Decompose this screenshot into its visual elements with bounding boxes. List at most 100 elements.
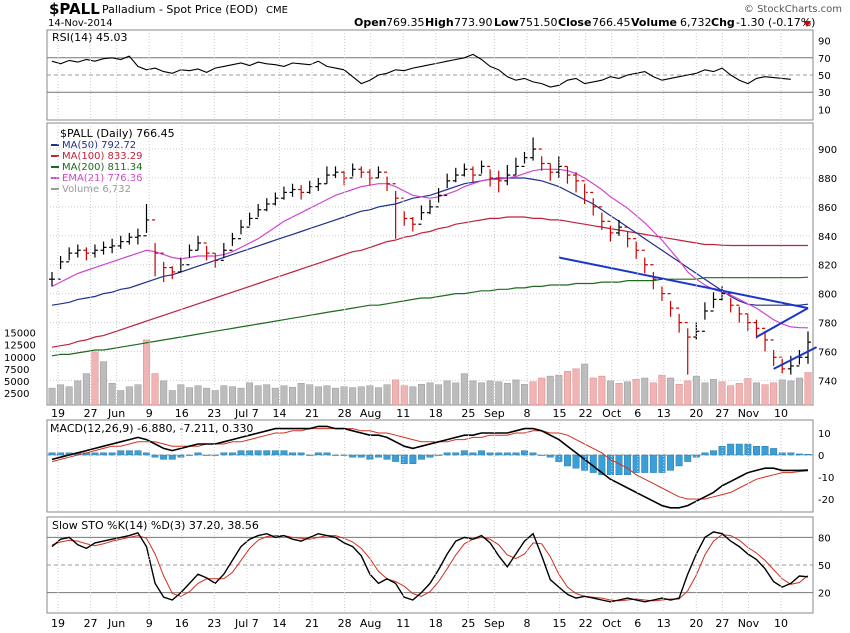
- volume-bar: [246, 382, 254, 406]
- date-tick-label-bottom: 18: [429, 617, 443, 630]
- price-bar: [349, 163, 356, 179]
- volume-bar: [392, 379, 400, 406]
- macd-histogram-bar: [48, 452, 56, 456]
- rsi-title: RSI(14) 45.03: [52, 31, 127, 44]
- date-tick-label-bottom: 16: [175, 617, 189, 630]
- price-bar: [487, 165, 494, 187]
- trendline: [755, 307, 809, 338]
- volume-bar: [203, 387, 211, 406]
- price-bar: [238, 219, 244, 240]
- macd-histogram-bar: [624, 454, 631, 475]
- volume-bar: [220, 385, 228, 406]
- volume-bar: [332, 387, 340, 406]
- volume-tick-7500: 7500: [4, 365, 29, 376]
- macd-histogram-bar: [727, 443, 735, 456]
- macd-tick-10: 10: [818, 429, 831, 440]
- price-bar: [616, 219, 622, 236]
- volume-bar: [177, 384, 185, 406]
- volume-tick-2500: 2500: [4, 389, 29, 400]
- macd-histogram-bar: [546, 454, 554, 458]
- date-tick-label-bottom: 11: [396, 617, 410, 630]
- volume-bar: [383, 384, 391, 406]
- macd-histogram-bar: [521, 450, 528, 456]
- rsi-line: [51, 53, 791, 88]
- macd-histogram-bar: [503, 452, 511, 456]
- macd-histogram-bar: [108, 452, 116, 456]
- date-tick-label: 19: [51, 407, 65, 420]
- macd-histogram-bar: [323, 452, 331, 456]
- volume-bar: [641, 377, 649, 406]
- volume-bar: [366, 385, 374, 406]
- price-bar: [409, 217, 416, 232]
- macd-chart: -20 -10 0 10: [47, 425, 834, 509]
- volume-bar: [761, 384, 769, 406]
- date-tick-label-bottom: 20: [689, 617, 703, 630]
- volume-bar: [503, 383, 511, 406]
- macd-signal-line: [51, 428, 809, 500]
- date-tick-label: Sep: [484, 407, 505, 420]
- price-bar: [83, 247, 90, 261]
- price-bar: [727, 293, 734, 313]
- price-bar: [375, 166, 382, 179]
- price-tick-880: 880: [818, 174, 837, 185]
- macd-histogram-bar: [375, 454, 382, 458]
- date-tick-label-bottom: 9: [146, 617, 153, 630]
- volume-bar: [134, 384, 142, 406]
- volume-bar: [349, 387, 357, 406]
- price-bar: [590, 191, 597, 216]
- price-bar: [272, 192, 279, 206]
- macd-histogram-bar: [263, 450, 271, 456]
- exchange-label: CME: [266, 5, 288, 16]
- low-label: Low: [494, 16, 519, 29]
- date-tick-label-bottom: 23: [207, 617, 221, 630]
- date-tick-label-bottom: 25: [461, 617, 475, 630]
- price-bar: [435, 188, 442, 208]
- date-axis: 19 19 27 27 Jun Jun 9 9 16 16 23 23 Jul 7 Jul 7 14 14 21…: [51, 30, 788, 630]
- price-bar: [186, 244, 193, 266]
- price-bar: [710, 292, 717, 312]
- price-bar: [452, 167, 459, 183]
- macd-histogram-bar: [366, 454, 374, 460]
- rsi-tick-90: 90: [818, 37, 831, 48]
- sto-tick-80: 80: [818, 533, 831, 544]
- low-value: 751.50: [519, 16, 558, 29]
- macd-histogram-bar: [649, 454, 657, 473]
- volume-bar: [400, 385, 408, 406]
- macd-histogram-bar: [804, 454, 812, 456]
- macd-histogram-bar: [667, 454, 674, 471]
- macd-histogram-bar: [168, 454, 176, 460]
- volume-bar: [667, 377, 675, 406]
- macd-histogram-bar: [641, 454, 649, 473]
- macd-histogram-bar: [555, 454, 563, 462]
- date-tick-label: 21: [305, 407, 319, 420]
- date-tick-label: 10: [774, 407, 788, 420]
- date-tick-label-bottom: 6: [634, 617, 641, 630]
- date-tick-label-bottom: 28: [338, 617, 352, 630]
- price-bar: [212, 252, 219, 268]
- stochastic-chart: 20 50 80: [47, 531, 831, 603]
- macd-histogram-bar: [409, 454, 417, 465]
- volume-bar: [168, 390, 176, 406]
- price-bar: [392, 183, 399, 239]
- price-bar: [805, 331, 811, 364]
- price-bar: [126, 232, 133, 245]
- macd-histogram-bar: [117, 450, 125, 456]
- price-bar: [134, 228, 141, 245]
- macd-histogram-bar: [125, 450, 133, 456]
- price-bar: [117, 235, 124, 249]
- macd-histogram-bar: [418, 454, 425, 460]
- date-tick-label: 16: [175, 407, 189, 420]
- volume-bar: [752, 382, 760, 406]
- price-bar: [667, 293, 674, 317]
- volume-bar: [495, 381, 503, 406]
- volume-bar: [125, 386, 133, 406]
- macd-line: [51, 425, 809, 509]
- volume-bar: [263, 384, 271, 406]
- macd-histogram-bar: [306, 454, 314, 456]
- price-bar: [796, 350, 803, 367]
- macd-histogram-bar: [246, 450, 254, 456]
- date-tick-label: 28: [338, 407, 352, 420]
- macd-histogram-bar: [91, 452, 99, 456]
- macd-tick--10: -10: [818, 473, 834, 484]
- rsi-chart: 10 30 50 70 90: [47, 37, 831, 116]
